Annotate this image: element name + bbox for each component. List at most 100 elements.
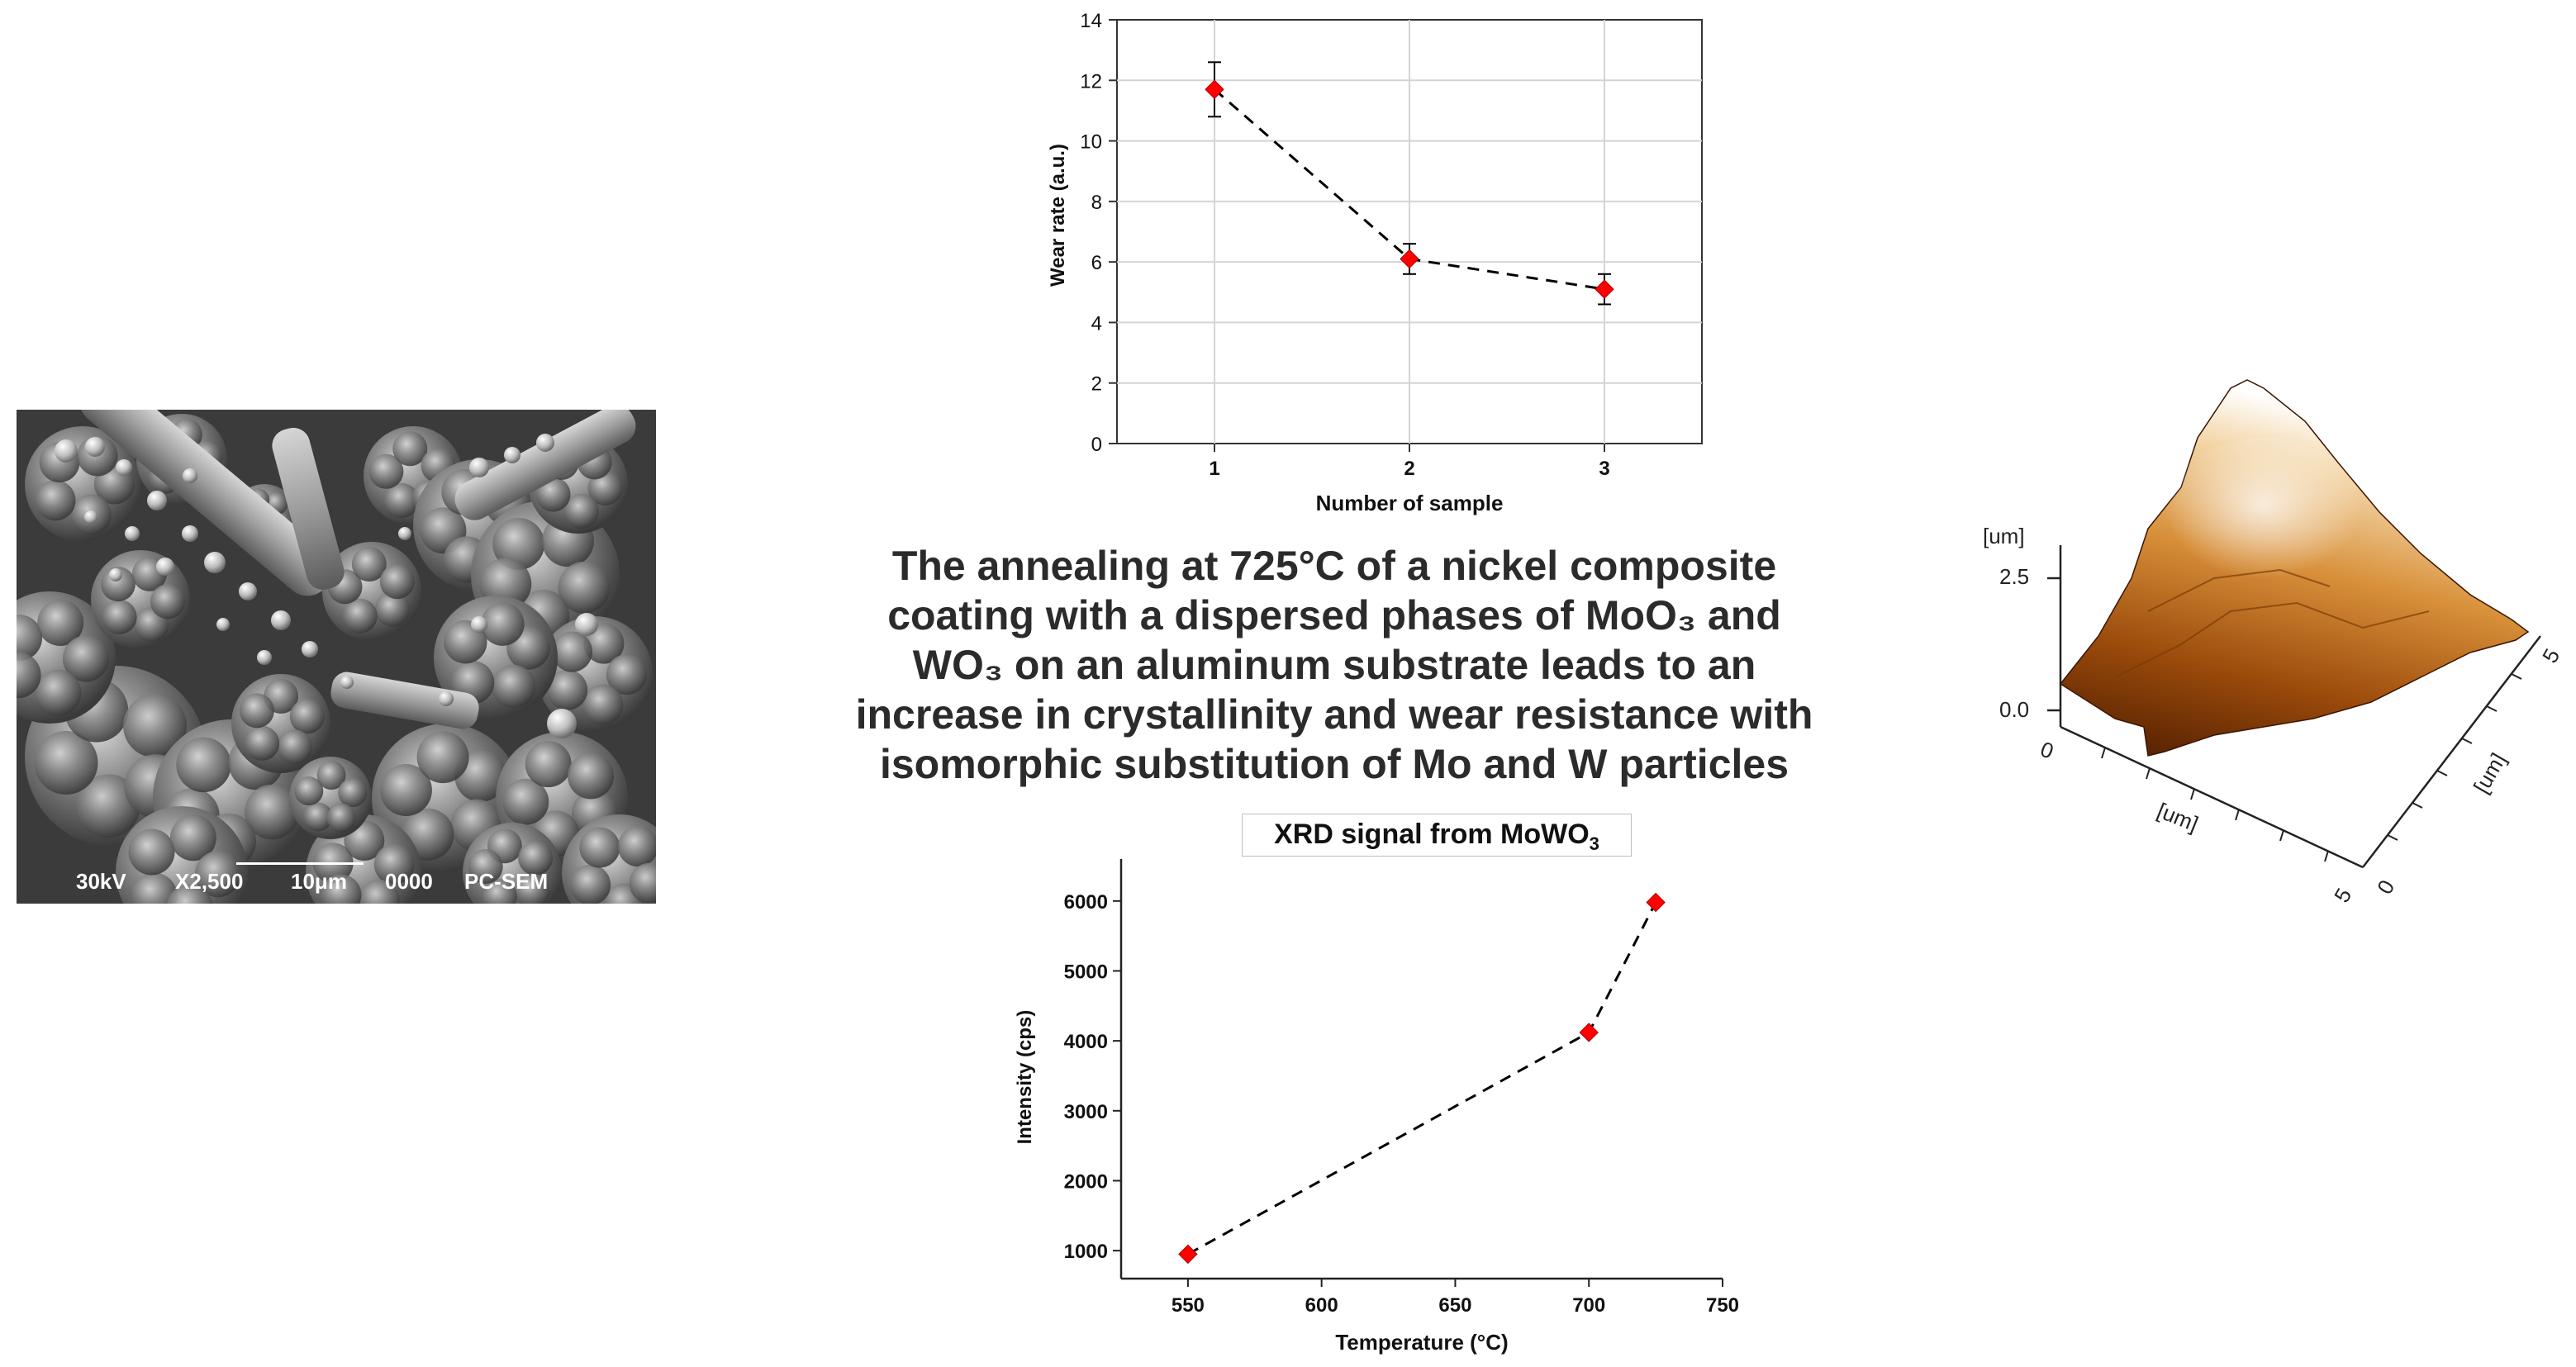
sem-grain-nodule <box>379 764 432 817</box>
sem-grain-nodule <box>392 431 428 467</box>
wear-series-line <box>1214 88 1605 291</box>
sem-grain-nodule <box>373 843 415 885</box>
sem-bead <box>109 568 122 581</box>
sem-grain-nodule <box>359 879 400 904</box>
xrd-x-tick-label: 600 <box>1305 1294 1338 1317</box>
wear-x-tick-label: 1 <box>1209 458 1219 480</box>
sem-grain-nodule <box>617 826 656 867</box>
sem-grain-nodule <box>321 874 362 904</box>
sem-grain-nodule <box>582 684 624 725</box>
sem-bead <box>216 618 230 631</box>
xrd-x-tick-label: 750 <box>1706 1294 1739 1317</box>
sem-grain-nodule <box>17 652 41 699</box>
sem-bead <box>271 610 291 630</box>
wear-y-tick-label: 6 <box>1091 252 1102 274</box>
wear-y-tick-label: 8 <box>1091 192 1102 214</box>
sem-grain-nodule <box>416 731 469 784</box>
sem-grain-nodule <box>176 737 231 793</box>
sem-bead <box>116 459 132 476</box>
sem-grain-nodule <box>342 598 378 634</box>
sem-grain-nodule <box>568 752 615 800</box>
sem-bead <box>156 558 174 576</box>
sem-grain-nodule <box>518 840 554 876</box>
afm-axis-ticks <box>2101 673 2522 862</box>
sem-info-bar: 30kV X2,500 10μm 0000 PC-SEM <box>17 861 656 904</box>
wear-x-tick-label: 3 <box>1599 458 1609 480</box>
xrd-ticks: 1000 2000 3000 4000 5000 6000 550 600 650 700 750 <box>1064 891 1739 1317</box>
sem-grain-nodule <box>515 873 550 904</box>
xrd-x-tick-label: 650 <box>1438 1294 1471 1317</box>
sem-grain-nodule <box>552 631 593 672</box>
sem-bead <box>204 552 226 573</box>
afm-z-min: 0.0 <box>1999 697 2029 722</box>
afm-surface <box>2059 379 2530 757</box>
sem-grain-nodule <box>289 699 325 734</box>
sem-bead <box>439 691 454 706</box>
sem-grain-nodule <box>76 774 140 838</box>
wear-y-tick-label: 0 <box>1091 434 1102 456</box>
afm-ridge <box>2114 568 2430 678</box>
xrd-y-tick-label: 5000 <box>1064 961 1108 983</box>
sem-grain-nodule <box>35 669 82 716</box>
xrd-series-line <box>1187 901 1657 1255</box>
sem-grain-nodule <box>468 849 503 885</box>
sem-grain-nodule <box>37 600 84 647</box>
sem-bead <box>182 525 198 542</box>
wear-grid <box>1117 20 1702 444</box>
xrd-series <box>1178 892 1666 1265</box>
sem-grain-nodule <box>128 828 175 876</box>
sem-bead <box>85 437 105 457</box>
xrd-data-point <box>1178 1244 1198 1265</box>
xrd-y-tick-label: 4000 <box>1064 1031 1108 1053</box>
sem-grain-nodule <box>303 802 333 832</box>
sem-bead <box>536 434 554 452</box>
wear-data-point <box>1400 249 1419 269</box>
sem-grain-nodule <box>502 778 549 825</box>
sem-scale-line <box>236 862 364 865</box>
xrd-y-tick-label: 3000 <box>1064 1101 1108 1123</box>
sem-grain-nodule <box>587 470 623 506</box>
sem-bead <box>340 676 354 689</box>
xrd-data-point <box>1579 1023 1599 1042</box>
sem-grain-nodule <box>239 693 274 729</box>
sem-bead <box>504 447 520 463</box>
sem-grain-nodule <box>245 725 280 761</box>
sem-grain-nodule <box>17 615 43 662</box>
sem-grain-nodule <box>326 803 356 833</box>
sem-bead <box>398 527 411 540</box>
afm-y-start: 0 <box>2372 876 2399 899</box>
sem-texture <box>17 410 656 904</box>
sem-grain-nodule <box>34 731 98 795</box>
sem-grain-nodule <box>384 483 420 519</box>
sem-grain-nodule <box>102 600 137 635</box>
sem-image: 30kV X2,500 10μm 0000 PC-SEM <box>17 410 656 904</box>
wear-y-tick-label: 4 <box>1091 312 1102 335</box>
sem-grain-nodule <box>482 879 517 904</box>
wear-y-tick-label: 2 <box>1091 373 1102 396</box>
sem-bead <box>547 709 577 738</box>
sem-grain-nodule <box>368 453 404 489</box>
afm-axes <box>2047 545 2541 869</box>
wear-x-axis-label: Number of sample <box>1316 491 1504 515</box>
sem-voltage: 30kV <box>76 869 126 894</box>
sem-bead <box>469 458 489 477</box>
sem-grain-nodule <box>194 851 241 898</box>
wear-y-tick-label: 14 <box>1080 10 1102 32</box>
sem-grain-nodule <box>525 741 572 788</box>
wear-data-point <box>1205 79 1224 99</box>
sem-grain-nodule <box>535 477 571 512</box>
xrd-y-axis-label: Intensity (cps) <box>1014 1010 1036 1145</box>
sem-bead <box>239 582 257 600</box>
headline-line-1: The annealing at 725°C of a nickel compo… <box>891 543 1777 589</box>
afm-y-unit: [um] <box>2469 749 2511 798</box>
wear-series <box>1205 61 1614 306</box>
headline-line-5: isomorphic substitution of Mo and W part… <box>879 741 1789 787</box>
sem-bead <box>55 439 78 463</box>
sem-bead <box>125 526 140 541</box>
xrd-x-axis-label: Temperature (°C) <box>1335 1330 1508 1355</box>
sem-bead <box>471 616 487 633</box>
wear-x-tick-label: 2 <box>1404 458 1414 480</box>
sem-grain-nodule <box>563 493 599 529</box>
wear-plot-frame <box>1116 19 1703 444</box>
